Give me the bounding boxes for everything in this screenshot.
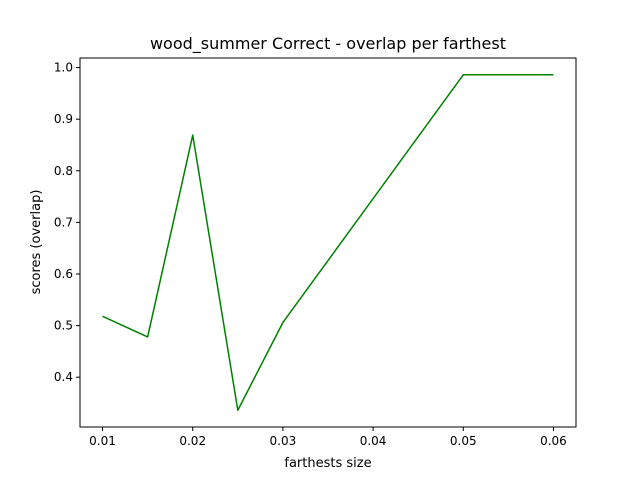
y-tick-label: 0.6 <box>54 267 73 281</box>
y-tick-label: 0.8 <box>54 164 73 178</box>
y-tick-label: 0.5 <box>54 319 73 333</box>
y-tick-label: 1.0 <box>54 61 73 75</box>
x-tick-label: 0.05 <box>450 434 477 448</box>
plot-area <box>79 57 577 428</box>
series-line <box>102 74 554 411</box>
x-axis: 0.01 0.02 0.03 0.04 0.05 0.06 <box>89 427 567 448</box>
chart-title: wood_summer Correct - overlap per farthe… <box>150 34 506 54</box>
x-axis-label: farthests size <box>284 456 371 471</box>
x-tick-label: 0.02 <box>179 434 206 448</box>
y-axis-label: scores (overlap) <box>29 190 44 295</box>
y-axis: 0.4 0.5 0.6 0.7 0.8 0.9 1.0 <box>54 61 80 384</box>
x-tick-label: 0.01 <box>89 434 116 448</box>
y-tick-label: 0.9 <box>54 112 73 126</box>
y-tick-label: 0.4 <box>54 370 73 384</box>
x-tick-label: 0.03 <box>270 434 297 448</box>
x-tick-label: 0.04 <box>360 434 387 448</box>
axes-frame <box>79 57 577 428</box>
series-group <box>102 74 554 411</box>
x-tick-label: 0.06 <box>540 434 567 448</box>
y-tick-label: 0.7 <box>54 215 73 229</box>
